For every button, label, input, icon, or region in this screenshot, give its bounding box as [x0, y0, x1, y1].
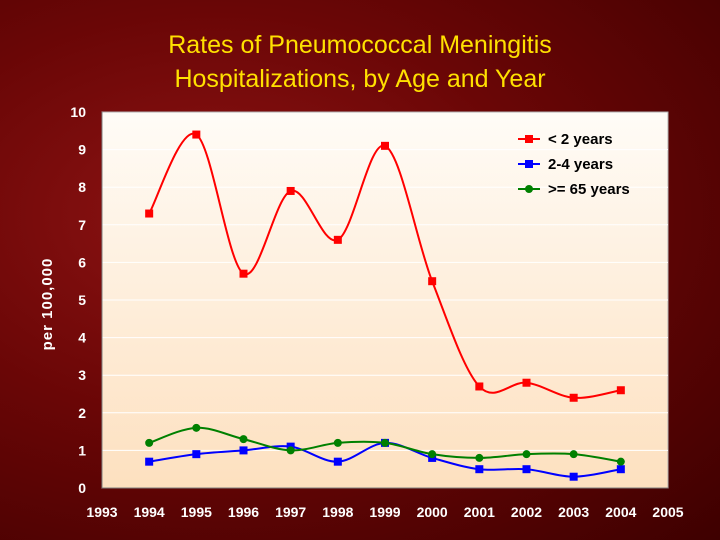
y-tick-label: 7 [78, 217, 86, 233]
y-tick-label: 2 [78, 405, 86, 421]
x-tick-label: 2001 [464, 504, 495, 520]
y-axis-title: per 100,000 [39, 258, 56, 351]
legend-swatch-marker [525, 185, 533, 193]
data-point-under-2-years [522, 378, 531, 387]
series [145, 130, 625, 481]
x-tick-label: 2000 [417, 504, 448, 520]
data-point-under-2-years [192, 130, 201, 139]
data-point-under-2-years [145, 209, 154, 218]
x-tick-labels: 1993 1994 1995 1996 1997 1998 1999 2000 2001 2002… [86, 504, 683, 520]
x-tick-label: 1993 [86, 504, 117, 520]
data-point-65-plus-years [569, 450, 578, 459]
slide-title-line-2: Hospitalizations, by Age and Year [174, 65, 546, 93]
x-tick-label: 2003 [558, 504, 589, 520]
data-point-under-2-years [381, 141, 389, 150]
data-point-65-plus-years [616, 457, 625, 466]
data-point-2-4-years [616, 465, 625, 474]
legend: < 2 years 2-4 years >= 65 years [518, 131, 630, 198]
series-under-2-years [145, 130, 625, 402]
data-point-2-4-years [522, 465, 531, 474]
data-point-under-2-years [475, 382, 484, 391]
y-tick-label: 3 [78, 367, 86, 383]
data-point-65-plus-years [381, 438, 389, 447]
y-tick-labels: 0 1 2 3 4 5 6 7 8 9 10 [70, 104, 86, 496]
legend-item-65-plus-years: >= 65 years [518, 181, 630, 198]
legend-item-2-4-years: 2-4 years [518, 156, 613, 173]
data-point-under-2-years [569, 393, 578, 402]
data-point-2-4-years [475, 465, 484, 474]
data-point-65-plus-years [239, 435, 248, 444]
y-tick-label: 5 [78, 292, 86, 308]
data-point-2-4-years [569, 472, 578, 481]
data-point-under-2-years [333, 235, 342, 244]
data-point-65-plus-years [428, 450, 437, 459]
legend-label: 2-4 years [548, 156, 613, 173]
legend-label: >= 65 years [548, 181, 630, 198]
data-point-2-4-years [239, 446, 248, 455]
legend-swatch-marker [525, 160, 533, 168]
x-tick-label: 1998 [322, 504, 353, 520]
data-point-65-plus-years [286, 446, 295, 455]
data-point-2-4-years [145, 457, 154, 466]
x-tick-label: 2002 [511, 504, 542, 520]
data-point-2-4-years [333, 457, 342, 466]
data-point-2-4-years [192, 450, 201, 459]
data-point-under-2-years [286, 186, 295, 195]
y-tick-label: 10 [70, 104, 86, 120]
data-point-65-plus-years [475, 453, 484, 462]
y-tick-label: 0 [78, 480, 86, 496]
x-tick-label: 1996 [228, 504, 259, 520]
x-tick-label: 1999 [369, 504, 400, 520]
y-tick-label: 4 [78, 330, 86, 346]
y-tick-label: 9 [78, 142, 86, 158]
axes [101, 112, 668, 489]
data-point-under-2-years [616, 386, 625, 395]
y-tick-label: 1 [78, 442, 86, 458]
data-point-under-2-years [239, 269, 248, 278]
legend-item-under-2-years: < 2 years [518, 131, 613, 148]
x-tick-label: 1995 [181, 504, 212, 520]
x-tick-label: 1994 [134, 504, 165, 520]
series-65-plus-years [145, 423, 625, 466]
data-point-65-plus-years [333, 438, 342, 447]
x-tick-label: 2004 [605, 504, 636, 520]
slide-title: Rates of Pneumococcal Meningitis Hospita… [0, 28, 720, 96]
y-tick-label: 6 [78, 254, 86, 270]
data-point-under-2-years [428, 277, 437, 286]
legend-swatch-marker [525, 135, 533, 143]
y-tick-label: 8 [78, 179, 86, 195]
slide-title-line-1: Rates of Pneumococcal Meningitis [168, 31, 552, 59]
x-tick-label: 1997 [275, 504, 306, 520]
data-point-65-plus-years [192, 423, 201, 432]
legend-label: < 2 years [548, 131, 613, 148]
data-point-65-plus-years [145, 438, 154, 447]
x-tick-label: 2005 [652, 504, 683, 520]
data-point-65-plus-years [522, 450, 531, 459]
